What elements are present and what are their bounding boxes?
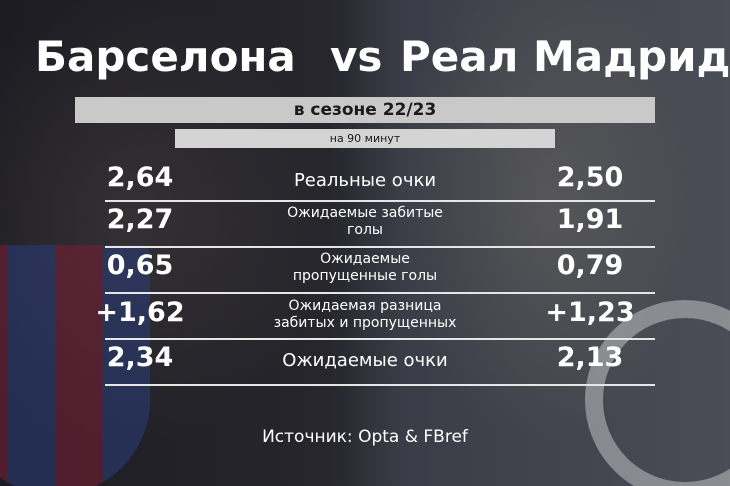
vs: vs: [330, 32, 383, 81]
row-separator: [105, 292, 655, 294]
stat-label: Ожидаемые очки: [282, 349, 448, 371]
left-value: +1,62: [95, 297, 185, 328]
right-value: 2,50: [556, 162, 624, 193]
right-value: 2,13: [556, 342, 624, 373]
left-value: 2,64: [106, 162, 174, 193]
stat-label: Ожидаемые пропущенные голы: [292, 251, 438, 284]
team-left: Барселона: [35, 32, 296, 81]
left-value: 2,27: [106, 204, 174, 235]
right-value: 1,91: [556, 204, 624, 235]
stat-label: Ожидаемая разница забитых и пропущенных: [273, 298, 457, 331]
left-value: 0,65: [106, 250, 174, 281]
row-separator: [105, 200, 655, 202]
season-bar: в сезоне 22/23: [75, 97, 655, 123]
stat-label: Ожидаемые забитые голы: [287, 205, 443, 238]
stat-label: Реальные очки: [293, 169, 437, 191]
barcelona-crest: [0, 245, 150, 486]
per-90-bar: на 90 минут: [175, 129, 555, 148]
source: Источник: Opta & FBref: [262, 427, 468, 447]
row-separator: [105, 246, 655, 248]
right-value: +1,23: [545, 297, 635, 328]
right-value: 0,79: [556, 250, 624, 281]
left-value: 2,34: [106, 342, 174, 373]
row-separator: [105, 338, 655, 340]
row-separator: [105, 384, 655, 386]
team-right: Реал Мадрид: [400, 32, 730, 81]
